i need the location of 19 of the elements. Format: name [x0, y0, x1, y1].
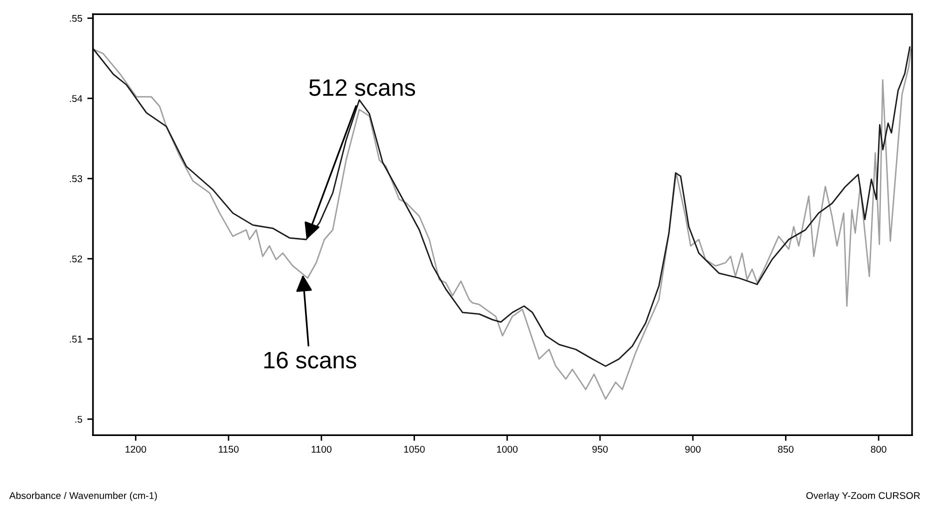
y-tick-label: .54: [70, 95, 82, 102]
annotation: 512 scans: [309, 79, 416, 96]
x-tick-label: 900: [685, 446, 701, 453]
y-tick-label: .5: [75, 416, 82, 423]
y-tick-label: .55: [70, 15, 82, 22]
x-tick-label: 1150: [218, 446, 239, 453]
x-tick-label: 1000: [497, 446, 518, 453]
text: Overlay Y-Zoom CURSOR: [806, 492, 920, 501]
y-tick-label: .52: [70, 255, 82, 262]
x-tick-label: 950: [592, 446, 608, 453]
x-tick-label: 1050: [404, 446, 425, 453]
x-tick-label: 1100: [312, 446, 332, 453]
x-tick-label: 850: [778, 446, 794, 453]
text: Absorbance / Wavenumber (cm-1): [9, 492, 157, 501]
x-tick-label: 1200: [126, 446, 146, 453]
y-tick-label: .51: [70, 336, 82, 343]
y-tick-label: .53: [70, 175, 82, 182]
annotation: 16 scans: [264, 352, 356, 369]
x-tick-label: 800: [870, 446, 886, 453]
